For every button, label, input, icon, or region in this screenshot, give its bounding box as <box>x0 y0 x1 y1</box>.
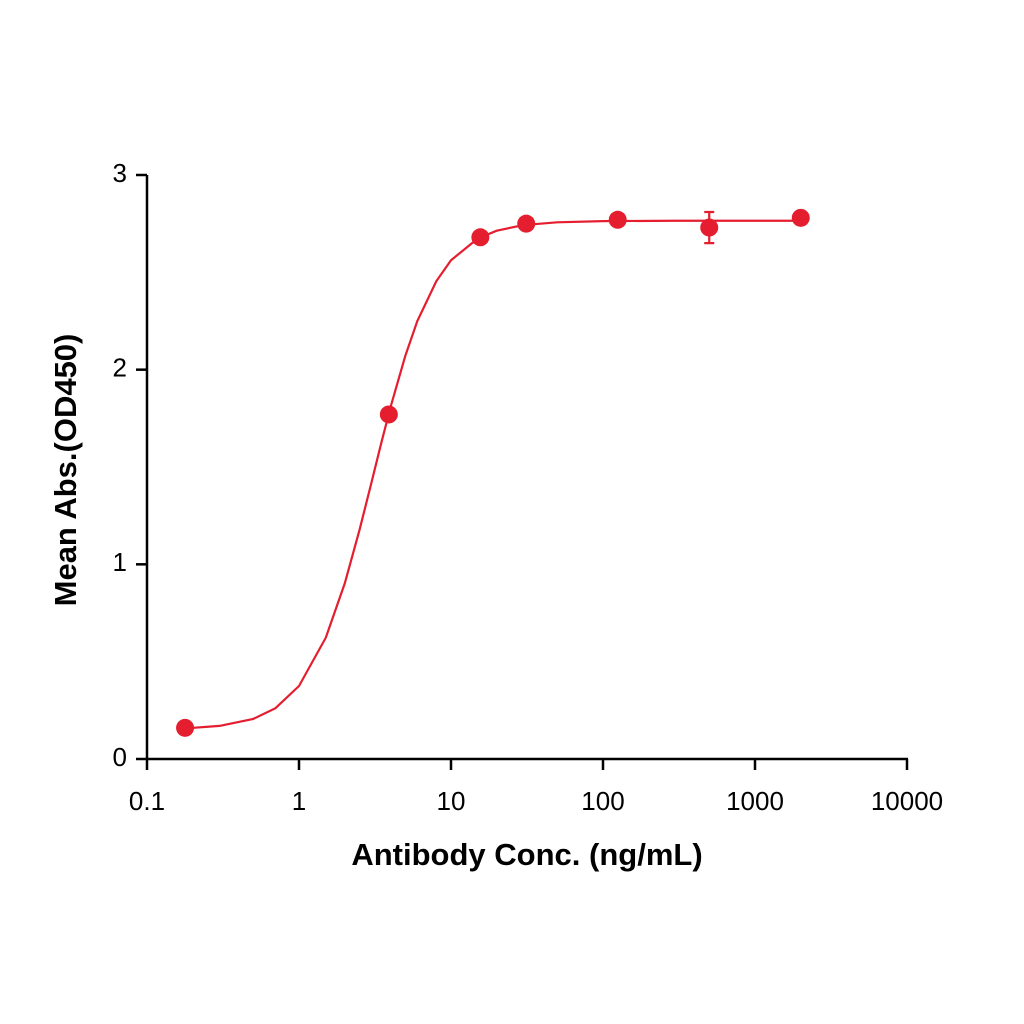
data-point <box>700 218 719 237</box>
data-point <box>791 208 810 227</box>
x-tick-label: 10000 <box>871 786 943 816</box>
data-point <box>471 228 490 247</box>
x-tick-label: 10 <box>437 786 466 816</box>
data-point <box>379 405 398 424</box>
x-tick-label: 1000 <box>726 786 784 816</box>
fit-curve <box>184 219 801 730</box>
x-axis-title: Antibody Conc. (ng/mL) <box>351 837 702 872</box>
data-point <box>517 214 536 233</box>
y-tick-label: 1 <box>113 547 127 577</box>
y-axis-title: Mean Abs.(OD450) <box>48 334 83 607</box>
data-point <box>176 718 195 737</box>
x-tick-label: 1 <box>292 786 306 816</box>
y-tick-label: 2 <box>113 353 127 383</box>
y-tick-label: 0 <box>113 742 127 772</box>
x-tick-label: 0.1 <box>129 786 165 816</box>
x-tick-label: 100 <box>581 786 624 816</box>
data-point <box>608 210 627 229</box>
y-tick-label: 3 <box>113 158 127 188</box>
